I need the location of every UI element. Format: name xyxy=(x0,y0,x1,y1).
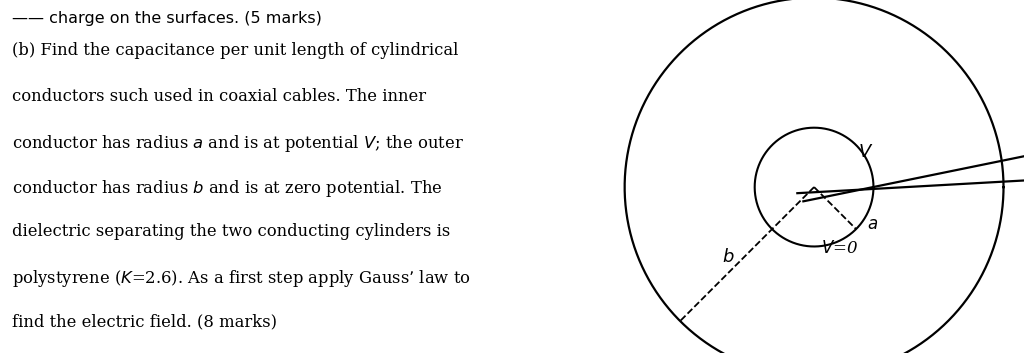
Text: $b$: $b$ xyxy=(722,248,734,266)
Text: $V$=0: $V$=0 xyxy=(821,240,858,257)
Text: conductor has radius $a$ and is at potential $V$; the outer: conductor has radius $a$ and is at poten… xyxy=(12,133,464,154)
Text: find the electric field. (8 marks): find the electric field. (8 marks) xyxy=(12,313,278,330)
Text: dielectric separating the two conducting cylinders is: dielectric separating the two conducting… xyxy=(12,223,451,240)
Text: conductors such used in coaxial cables. The inner: conductors such used in coaxial cables. … xyxy=(12,88,426,104)
Text: (b) Find the capacitance per unit length of cylindrical: (b) Find the capacitance per unit length… xyxy=(12,42,459,59)
Text: conductor has radius $b$ and is at zero potential. The: conductor has radius $b$ and is at zero … xyxy=(12,178,442,199)
Text: $a$: $a$ xyxy=(866,216,878,233)
Text: polystyrene ($K$=2.6). As a first step apply Gauss’ law to: polystyrene ($K$=2.6). As a first step a… xyxy=(12,268,471,289)
Text: $V$: $V$ xyxy=(858,143,872,161)
Text: —— charge on the surfaces. (5 marks): —— charge on the surfaces. (5 marks) xyxy=(12,11,323,25)
